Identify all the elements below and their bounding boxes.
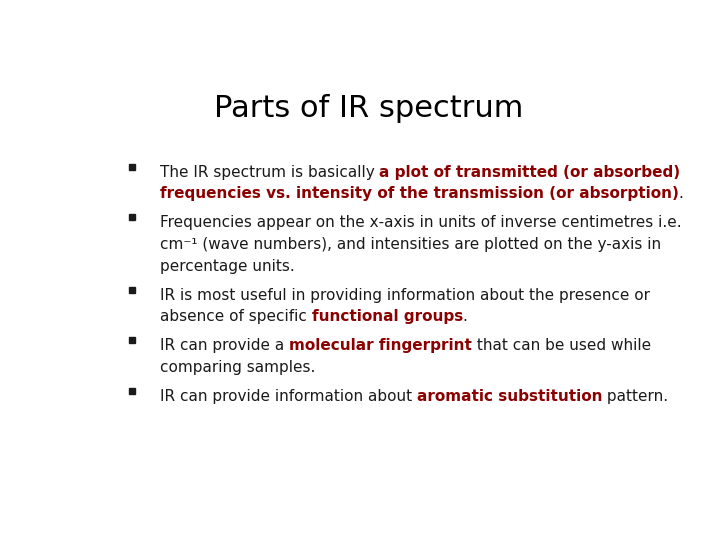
Text: IR can provide a: IR can provide a <box>160 339 289 353</box>
Text: that can be used while: that can be used while <box>472 339 651 353</box>
Text: Frequencies appear on the x-axis in units of inverse centimetres i.e.: Frequencies appear on the x-axis in unit… <box>160 215 681 231</box>
Text: a plot of transmitted (or absorbed): a plot of transmitted (or absorbed) <box>379 165 680 180</box>
Text: .: . <box>679 186 683 201</box>
Text: pattern.: pattern. <box>602 389 668 404</box>
Text: frequencies vs. intensity of the transmission (or absorption): frequencies vs. intensity of the transmi… <box>160 186 679 201</box>
Text: IR can provide information about: IR can provide information about <box>160 389 417 404</box>
Text: absence of specific: absence of specific <box>160 309 312 325</box>
Text: aromatic substitution: aromatic substitution <box>417 389 602 404</box>
Text: .: . <box>463 309 467 325</box>
Text: functional groups: functional groups <box>312 309 463 325</box>
Text: percentage units.: percentage units. <box>160 259 294 274</box>
Text: The IR spectrum is basically: The IR spectrum is basically <box>160 165 379 180</box>
Text: comparing samples.: comparing samples. <box>160 360 315 375</box>
Text: Parts of IR spectrum: Parts of IR spectrum <box>215 94 523 123</box>
Text: cm⁻¹ (wave numbers), and intensities are plotted on the y-axis in: cm⁻¹ (wave numbers), and intensities are… <box>160 237 661 252</box>
Text: IR is most useful in providing information about the presence or: IR is most useful in providing informati… <box>160 288 649 302</box>
Text: molecular fingerprint: molecular fingerprint <box>289 339 472 353</box>
